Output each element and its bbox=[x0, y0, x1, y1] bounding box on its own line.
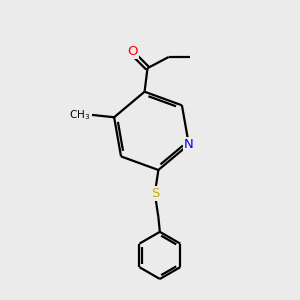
Text: CH$_3$: CH$_3$ bbox=[69, 108, 90, 122]
Text: O: O bbox=[127, 45, 137, 58]
Text: N: N bbox=[184, 138, 194, 151]
Text: S: S bbox=[151, 187, 159, 200]
